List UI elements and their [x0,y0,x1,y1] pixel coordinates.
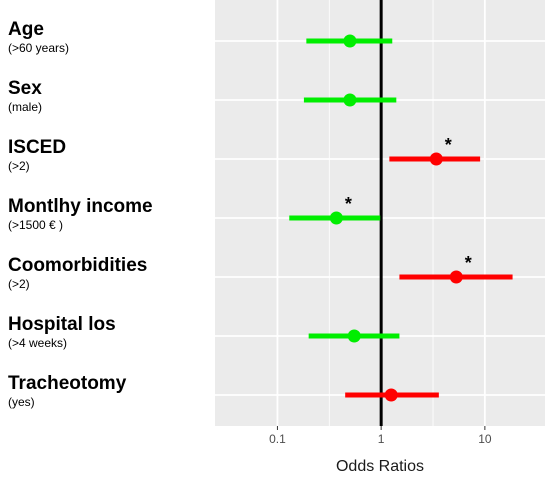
row-label-name: Age [8,19,44,40]
row-label-name: Tracheotomy [8,373,127,394]
row-label: ISCED (>2) [8,137,66,174]
row-label-subtitle: (>2) [8,159,30,173]
odds-ratio-point [384,388,398,402]
row-label-subtitle: (yes) [8,395,35,409]
row-label-name: Hospital los [8,314,116,335]
row-label: Hospital los (>4 weeks) [8,314,116,351]
x-tick-label: 1 [378,432,385,446]
row-label-name: Montlhy income [8,196,153,217]
row-label: Montlhy income (>1500 € ) [8,196,153,233]
odds-ratio-point [343,34,357,48]
row-label-subtitle: (male) [8,100,43,114]
row-label: Coomorbidities (>2) [8,255,147,292]
row-label-subtitle: (>4 weeks) [8,336,68,350]
x-tick-label: 10 [478,432,492,446]
x-axis: 0.1 1 10 [269,426,492,446]
odds-ratio-point [347,329,361,343]
row-label-subtitle: (>60 years) [8,41,70,55]
row-label: Tracheotomy (yes) [8,373,126,410]
row-label-name: Coomorbidities [8,255,148,276]
row-label-name: Sex [8,78,42,99]
odds-ratio-point [343,93,357,107]
significance-star: * [345,194,352,214]
estimates: * * * [289,34,513,402]
significance-star: * [465,253,472,273]
row-label: Age (>60 years) [8,19,69,56]
x-axis-title: Odds Ratios [336,458,424,475]
row-label-name: ISCED [8,137,67,158]
row-label-subtitle: (>1500 € ) [8,218,64,232]
odds-ratio-point [429,152,443,166]
odds-ratio-point [449,270,463,284]
odds-ratio-point [329,211,343,225]
row-label: Sex (male) [8,78,42,115]
row-label-subtitle: (>2) [8,277,30,291]
x-tick-label: 0.1 [269,432,286,446]
significance-star: * [445,135,452,155]
